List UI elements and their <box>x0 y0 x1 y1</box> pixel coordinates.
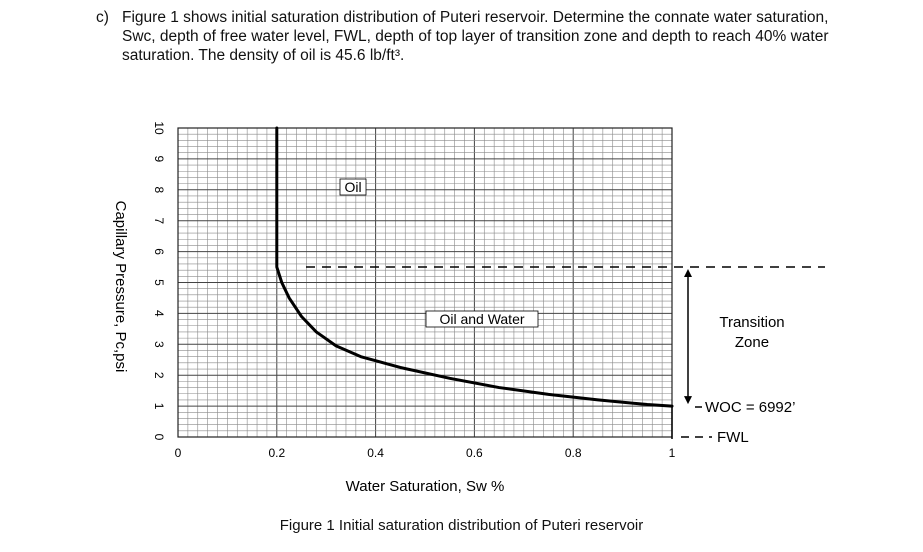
x-tick-label: 0.6 <box>466 446 483 460</box>
woc-label: WOC = 6992’ <box>705 399 795 416</box>
y-tick-label: 7 <box>152 217 166 224</box>
question-text: Figure 1 shows initial saturation distri… <box>122 9 829 64</box>
fwl-label: FWL <box>717 429 749 446</box>
x-axis-label: Water Saturation, Sw % <box>346 478 505 495</box>
oil-zone-label-box <box>339 178 367 196</box>
oil-water-zone-label: Oil and Water <box>439 311 524 327</box>
y-tick-label: 0 <box>152 434 166 441</box>
x-tick-label: 0 <box>175 446 182 460</box>
x-tick-label: 0.4 <box>367 446 384 460</box>
transition-zone-arrow-head-bottom <box>684 396 692 405</box>
transition-zone-label: Zone <box>735 334 769 351</box>
y-tick-label: 4 <box>152 310 166 317</box>
y-axis-label: Capillary Pressure, Pc,psi <box>112 201 129 373</box>
question-label: c) <box>96 9 109 26</box>
transition-zone-label: Transition <box>719 314 784 331</box>
figure-caption: Figure 1 Initial saturation distribution… <box>279 517 644 534</box>
x-tick-label: 1 <box>669 446 676 460</box>
plot-frame <box>177 127 673 438</box>
y-tick-label: 6 <box>152 248 166 255</box>
y-tick-label: 2 <box>152 372 166 379</box>
oil-zone-label: Oil <box>344 179 361 195</box>
y-tick-label: 1 <box>152 403 166 410</box>
y-tick-label: 9 <box>152 156 166 163</box>
capillary-pressure-curve <box>275 126 674 408</box>
transition-zone-arrow-head-top <box>684 269 692 278</box>
y-tick-label: 10 <box>152 121 166 135</box>
oil-water-zone-label-box <box>425 310 539 328</box>
question: c) Figure 1 shows initial saturation dis… <box>96 8 856 65</box>
x-tick-label: 0.8 <box>565 446 582 460</box>
y-tick-label: 5 <box>152 279 166 286</box>
x-tick-label: 0.2 <box>268 446 285 460</box>
y-tick-label: 8 <box>152 186 166 193</box>
y-tick-label: 3 <box>152 341 166 348</box>
